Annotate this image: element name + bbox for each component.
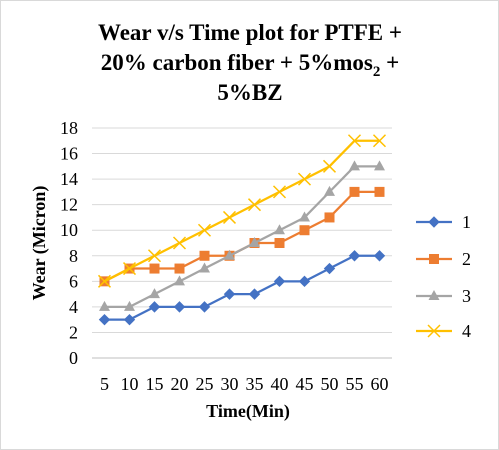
series-4-point xyxy=(322,159,337,173)
series-3-point xyxy=(274,224,285,235)
y-tick-label: 14 xyxy=(60,169,78,189)
legend-marker xyxy=(427,324,441,338)
series-4-point xyxy=(347,134,362,148)
chart-title-line-1: Wear v/s Time plot for PTFE + xyxy=(98,20,402,45)
legend: 1 2 3 4 xyxy=(416,212,471,341)
x-tick-label: 15 xyxy=(146,374,164,394)
series-3-point xyxy=(299,211,310,222)
series-3-point xyxy=(149,288,160,299)
series-2-point xyxy=(149,263,160,274)
series-1-point xyxy=(98,313,111,326)
series-3-point xyxy=(324,185,335,196)
y-tick-label: 4 xyxy=(69,297,78,317)
y-tick-label: 0 xyxy=(69,348,78,368)
series-4-point xyxy=(147,249,162,263)
series-2-point xyxy=(199,250,210,261)
legend-item-4: 4 xyxy=(416,321,471,341)
series-1-point xyxy=(298,275,311,288)
x-tick-label: 40 xyxy=(271,374,289,394)
y-tick-label: 2 xyxy=(69,322,78,342)
series-4-point xyxy=(272,185,287,199)
legend-label: 4 xyxy=(462,321,471,341)
series-3-line xyxy=(104,165,380,309)
series-3 xyxy=(99,160,385,311)
series-4-point xyxy=(247,198,262,212)
x-tick-label: 25 xyxy=(196,374,214,394)
series-4-point xyxy=(197,223,212,237)
y-tick-label: 6 xyxy=(69,271,78,291)
series-1-point xyxy=(373,250,386,262)
y-tick-label: 8 xyxy=(69,246,78,266)
series-2-point xyxy=(299,225,310,236)
legend-item-1: 1 xyxy=(416,212,471,232)
series-1 xyxy=(98,250,386,326)
series-1-point xyxy=(223,288,236,300)
x-tick-label: 30 xyxy=(221,374,239,394)
y-tick-label: 16 xyxy=(60,144,78,164)
chart-title-line-2: 20% carbon fiber + 5%mos2 + xyxy=(101,50,399,80)
series-3-point xyxy=(349,160,360,171)
series-1-point xyxy=(123,313,136,326)
legend-marker xyxy=(428,216,440,228)
series-3-point xyxy=(374,160,385,171)
series-3-point xyxy=(174,275,185,286)
x-axis-ticks: 5 10 15 20 25 30 35 40 45 50 55 60 xyxy=(100,374,389,394)
series-1-point xyxy=(248,288,261,300)
series-4-line xyxy=(103,139,380,283)
series-1-line xyxy=(104,254,380,321)
series-2-point xyxy=(274,238,285,248)
series-4-point xyxy=(172,236,187,250)
series-2-line xyxy=(103,190,380,283)
series-lines xyxy=(97,134,387,326)
y-axis-ticks: 0 2 4 6 8 10 12 14 16 18 xyxy=(60,118,78,368)
series-4 xyxy=(97,134,387,288)
series-4-point xyxy=(372,134,387,148)
chart-title-line-3: 5%BZ xyxy=(217,80,282,105)
x-tick-label: 35 xyxy=(246,374,264,394)
x-tick-label: 60 xyxy=(371,374,389,394)
series-1-point xyxy=(198,301,211,313)
x-tick-label: 50 xyxy=(321,374,339,394)
series-4-point xyxy=(297,172,312,186)
series-2-point xyxy=(324,212,335,223)
legend-item-2: 2 xyxy=(416,249,471,269)
legend-marker xyxy=(429,254,439,264)
legend-label: 3 xyxy=(462,286,471,306)
series-2-point xyxy=(349,186,360,197)
series-1-point xyxy=(323,262,336,275)
y-axis-title: Wear (Micron) xyxy=(29,186,50,301)
series-2-point xyxy=(174,263,185,274)
series-2 xyxy=(99,186,385,287)
y-tick-label: 12 xyxy=(60,195,78,215)
series-1-point xyxy=(148,301,161,313)
y-tick-label: 10 xyxy=(60,220,78,240)
series-3-point xyxy=(124,300,135,311)
series-3-point xyxy=(99,300,110,311)
series-2-point xyxy=(374,186,385,197)
legend-item-3: 3 xyxy=(416,286,471,306)
series-4-point xyxy=(222,210,237,224)
series-3-point xyxy=(199,262,210,273)
x-tick-label: 5 xyxy=(100,374,109,394)
legend-label: 1 xyxy=(462,212,471,232)
gridlines xyxy=(92,127,392,359)
legend-label: 2 xyxy=(462,249,471,269)
x-tick-label: 10 xyxy=(121,374,139,394)
series-1-point xyxy=(348,250,361,262)
series-4-point xyxy=(97,274,112,288)
series-3-point xyxy=(224,249,235,260)
x-tick-label: 55 xyxy=(346,374,364,394)
series-1-point xyxy=(173,301,186,313)
series-4-point xyxy=(122,262,137,276)
legend-marker xyxy=(428,290,440,300)
x-tick-label: 45 xyxy=(296,374,314,394)
series-3-point xyxy=(249,237,260,247)
y-tick-label: 18 xyxy=(60,118,78,138)
x-tick-label: 20 xyxy=(171,374,189,394)
series-1-point xyxy=(273,275,286,288)
x-axis-title: Time(Min) xyxy=(206,401,290,422)
